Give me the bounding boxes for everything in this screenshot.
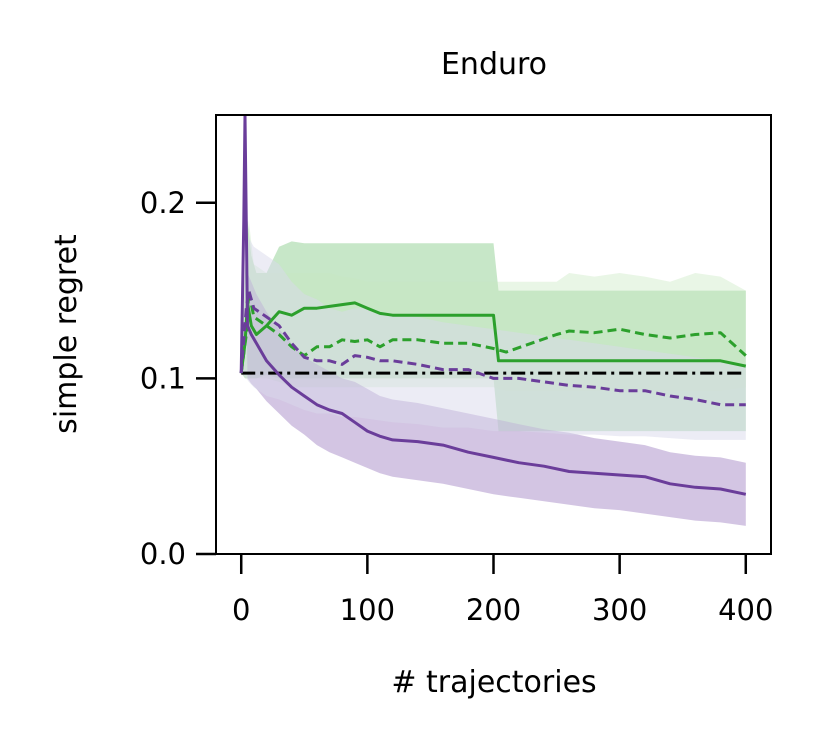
series-3-line [239,115,747,496]
chart-title: Enduro [441,47,547,82]
x-tick-label: 100 [340,593,395,627]
x-tick-label: 0 [232,593,250,627]
x-axis: 0 100 200 300 400 [232,554,773,627]
y-tick-label: 0.0 [140,537,186,571]
y-axis-label: simple regret [49,234,84,434]
y-tick-label: 0.1 [140,361,186,395]
series-lines [239,115,747,496]
confidence-bands [241,115,746,526]
x-tick-label: 200 [466,593,521,627]
series-2-line [239,289,747,374]
y-axis: 0.0 0.1 0.2 [140,186,216,571]
y-tick-label: 0.2 [140,186,186,220]
x-tick-label: 300 [592,593,647,627]
x-axis-label: # trajectories [391,665,596,700]
series-1-line [239,301,747,374]
x-tick-label: 400 [718,593,773,627]
series-4-line [239,289,746,407]
series-3-band [241,115,746,526]
